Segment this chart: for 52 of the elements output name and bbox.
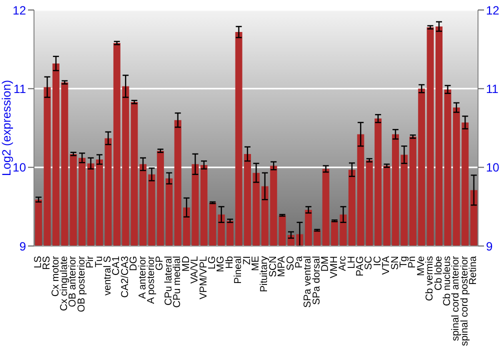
x-tick-label: LG — [206, 256, 218, 270]
x-tick-label: Hb — [224, 256, 236, 269]
x-tick-label: LH — [346, 256, 358, 269]
x-tick-label: Retina — [468, 256, 480, 285]
x-tick-label: PAG — [354, 256, 366, 276]
x-tick-label: CPu medial — [172, 256, 184, 308]
x-tick-label: CA2/CA3 — [120, 256, 131, 298]
x-tick-label: VPM/VPL — [198, 256, 210, 300]
x-tick-label: OB posterior — [76, 255, 88, 312]
x-tick-label: LS — [32, 256, 44, 268]
x-tick-label: Tu — [94, 256, 105, 268]
x-tick-label: Arc — [338, 256, 349, 271]
x-tick-label: A anterior — [137, 255, 148, 299]
x-tick-label: spinal cord posterior — [459, 255, 470, 346]
x-tick-label: CA1 — [111, 256, 122, 276]
x-tick-label: Cx cingulate — [58, 256, 70, 312]
x-tick-label: ME — [250, 256, 262, 271]
x-tick-label: SCN — [268, 256, 279, 278]
x-tick-label: VMH — [328, 256, 340, 278]
x-tick-label: DG — [128, 256, 140, 271]
y2-tick-label: 11 — [486, 82, 499, 96]
x-tick-label: ventral S — [102, 256, 114, 296]
y-axis-title: Log2 (expression) — [0, 80, 14, 176]
x-tick-label: spinal cord anterior — [450, 255, 462, 342]
x-tick-label: MVe — [416, 256, 427, 276]
x-tick-label: CPu lateral — [163, 256, 174, 306]
x-tick-label: SO — [285, 256, 296, 270]
x-tick-label: SN — [390, 256, 401, 270]
x-tick-label: ZI — [242, 256, 253, 265]
x-tick-label: OB anterior — [68, 255, 79, 308]
x-tick-label: Tg — [398, 256, 410, 268]
x-tick-label: SC — [364, 256, 375, 270]
x-tick-label: Pituitary — [259, 256, 270, 292]
x-tick-label: Pir — [85, 255, 96, 268]
x-tick-label: A posterior — [146, 255, 158, 304]
x-tick-label: RS — [42, 256, 53, 270]
x-tick-label: Pn — [407, 256, 418, 268]
x-tick-label: Pineal — [233, 256, 244, 284]
y-tick-label: 11 — [14, 82, 26, 96]
x-tick-label: GP — [154, 256, 166, 270]
y-tick-label: 9 — [19, 239, 26, 254]
y2-tick-label: 12 — [486, 3, 500, 18]
x-tick-label: Cb lobe — [433, 256, 444, 290]
y-tick-label: 12 — [12, 3, 26, 18]
x-tick-label: DM — [320, 256, 332, 272]
y2-tick-label: 10 — [486, 160, 500, 175]
x-tick-label: SPa dorsal — [311, 256, 322, 305]
x-tick-label: VTA — [381, 256, 392, 275]
y-tick-label: 10 — [12, 160, 26, 175]
x-tick-label: MPA — [276, 256, 288, 277]
y2-tick-label: 9 — [486, 239, 493, 254]
x-tick-label: IC — [372, 256, 384, 266]
